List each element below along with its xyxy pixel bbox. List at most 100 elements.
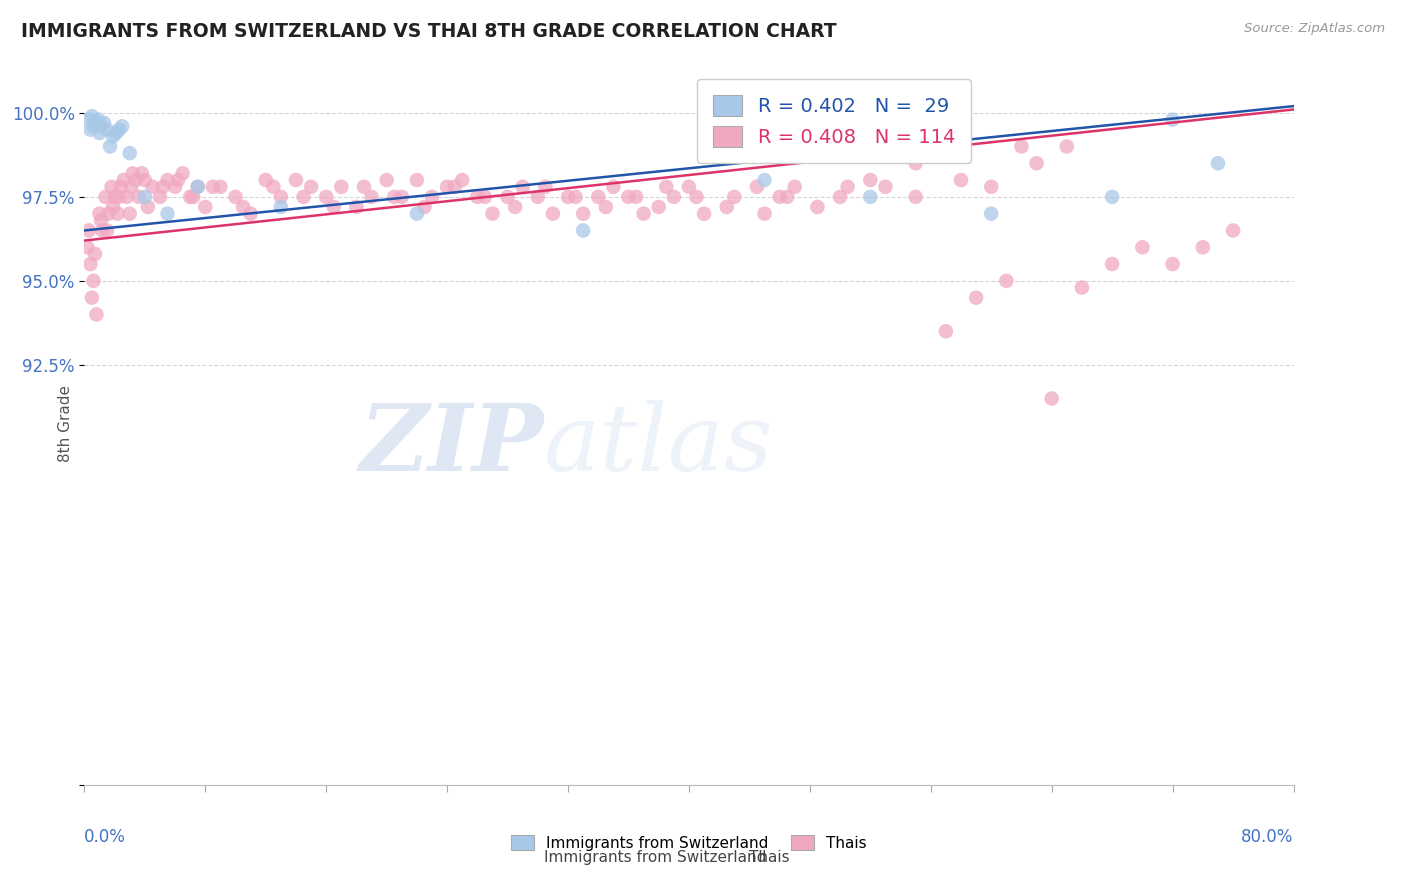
Point: [91, 223, 114, 237]
Point: [98, 139, 121, 153]
Point: [96, 223, 118, 237]
Point: [112, 173, 135, 187]
Point: [1101, 257, 1123, 271]
Point: [179, 190, 201, 204]
Point: [121, 166, 143, 180]
Point: [262, 179, 284, 194]
Point: [82, 120, 104, 134]
Legend: R = 0.402   N =  29, R = 0.408   N = 114: R = 0.402 N = 29, R = 0.408 N = 114: [697, 79, 970, 162]
Point: [1161, 112, 1184, 127]
Point: [315, 190, 337, 204]
Point: [118, 146, 141, 161]
Point: [299, 179, 322, 194]
Point: [859, 173, 882, 187]
Point: [474, 190, 496, 204]
Point: [136, 200, 159, 214]
Point: [165, 179, 187, 194]
Point: [723, 190, 745, 204]
Point: [806, 200, 828, 214]
Point: [239, 207, 262, 221]
Point: [1011, 139, 1033, 153]
Point: [322, 200, 344, 214]
Point: [859, 190, 882, 204]
Y-axis label: 8th Grade: 8th Grade: [58, 385, 73, 462]
Point: [79, 122, 101, 136]
Point: [406, 207, 429, 221]
Point: [125, 173, 148, 187]
Point: [776, 190, 799, 204]
Text: ZIP: ZIP: [360, 401, 544, 491]
Point: [270, 190, 292, 204]
Point: [128, 190, 150, 204]
Point: [87, 112, 110, 127]
Point: [79, 257, 101, 271]
Point: [84, 116, 107, 130]
Point: [80, 291, 103, 305]
Point: [1161, 257, 1184, 271]
Point: [172, 166, 194, 180]
Point: [94, 190, 117, 204]
Point: [100, 179, 122, 194]
Point: [512, 179, 534, 194]
Point: [285, 173, 308, 187]
Point: [496, 190, 519, 204]
Point: [602, 179, 624, 194]
Point: [360, 190, 382, 204]
Point: [225, 190, 247, 204]
Text: atlas: atlas: [544, 401, 773, 491]
Point: [330, 179, 353, 194]
Point: [1025, 156, 1047, 170]
Point: [745, 179, 768, 194]
Point: [111, 120, 134, 134]
Point: [131, 166, 153, 180]
Point: [950, 173, 973, 187]
Point: [90, 120, 112, 134]
Point: [89, 126, 111, 140]
Point: [595, 200, 617, 214]
Point: [527, 190, 550, 204]
Point: [837, 179, 859, 194]
Text: 0.0%: 0.0%: [84, 829, 127, 847]
Point: [134, 190, 156, 204]
Point: [90, 213, 112, 227]
Point: [588, 190, 610, 204]
Point: [965, 291, 987, 305]
Point: [534, 179, 557, 194]
Point: [375, 173, 398, 187]
Point: [624, 190, 647, 204]
Point: [134, 173, 156, 187]
Point: [754, 207, 776, 221]
Point: [86, 308, 108, 322]
Point: [232, 200, 254, 214]
Point: [107, 207, 129, 221]
Point: [110, 179, 132, 194]
Point: [76, 240, 98, 254]
Point: [830, 190, 852, 204]
Point: [89, 207, 111, 221]
Point: [716, 200, 738, 214]
Text: Thais: Thais: [749, 850, 790, 865]
Point: [104, 190, 127, 204]
Point: [1101, 190, 1123, 204]
Point: [96, 122, 118, 136]
Point: [97, 207, 120, 221]
Point: [572, 207, 595, 221]
Point: [481, 207, 503, 221]
Point: [935, 324, 957, 338]
Point: [120, 179, 142, 194]
Text: Immigrants from Switzerland: Immigrants from Switzerland: [544, 850, 766, 865]
Point: [141, 179, 163, 194]
Point: [108, 190, 131, 204]
Point: [270, 200, 292, 214]
Point: [420, 190, 443, 204]
Point: [685, 190, 707, 204]
Point: [115, 190, 138, 204]
Point: [156, 207, 179, 221]
Point: [152, 179, 174, 194]
Point: [980, 179, 1002, 194]
Point: [662, 190, 685, 204]
Point: [541, 207, 564, 221]
Point: [84, 247, 107, 261]
Point: [875, 179, 897, 194]
Point: [1206, 156, 1229, 170]
